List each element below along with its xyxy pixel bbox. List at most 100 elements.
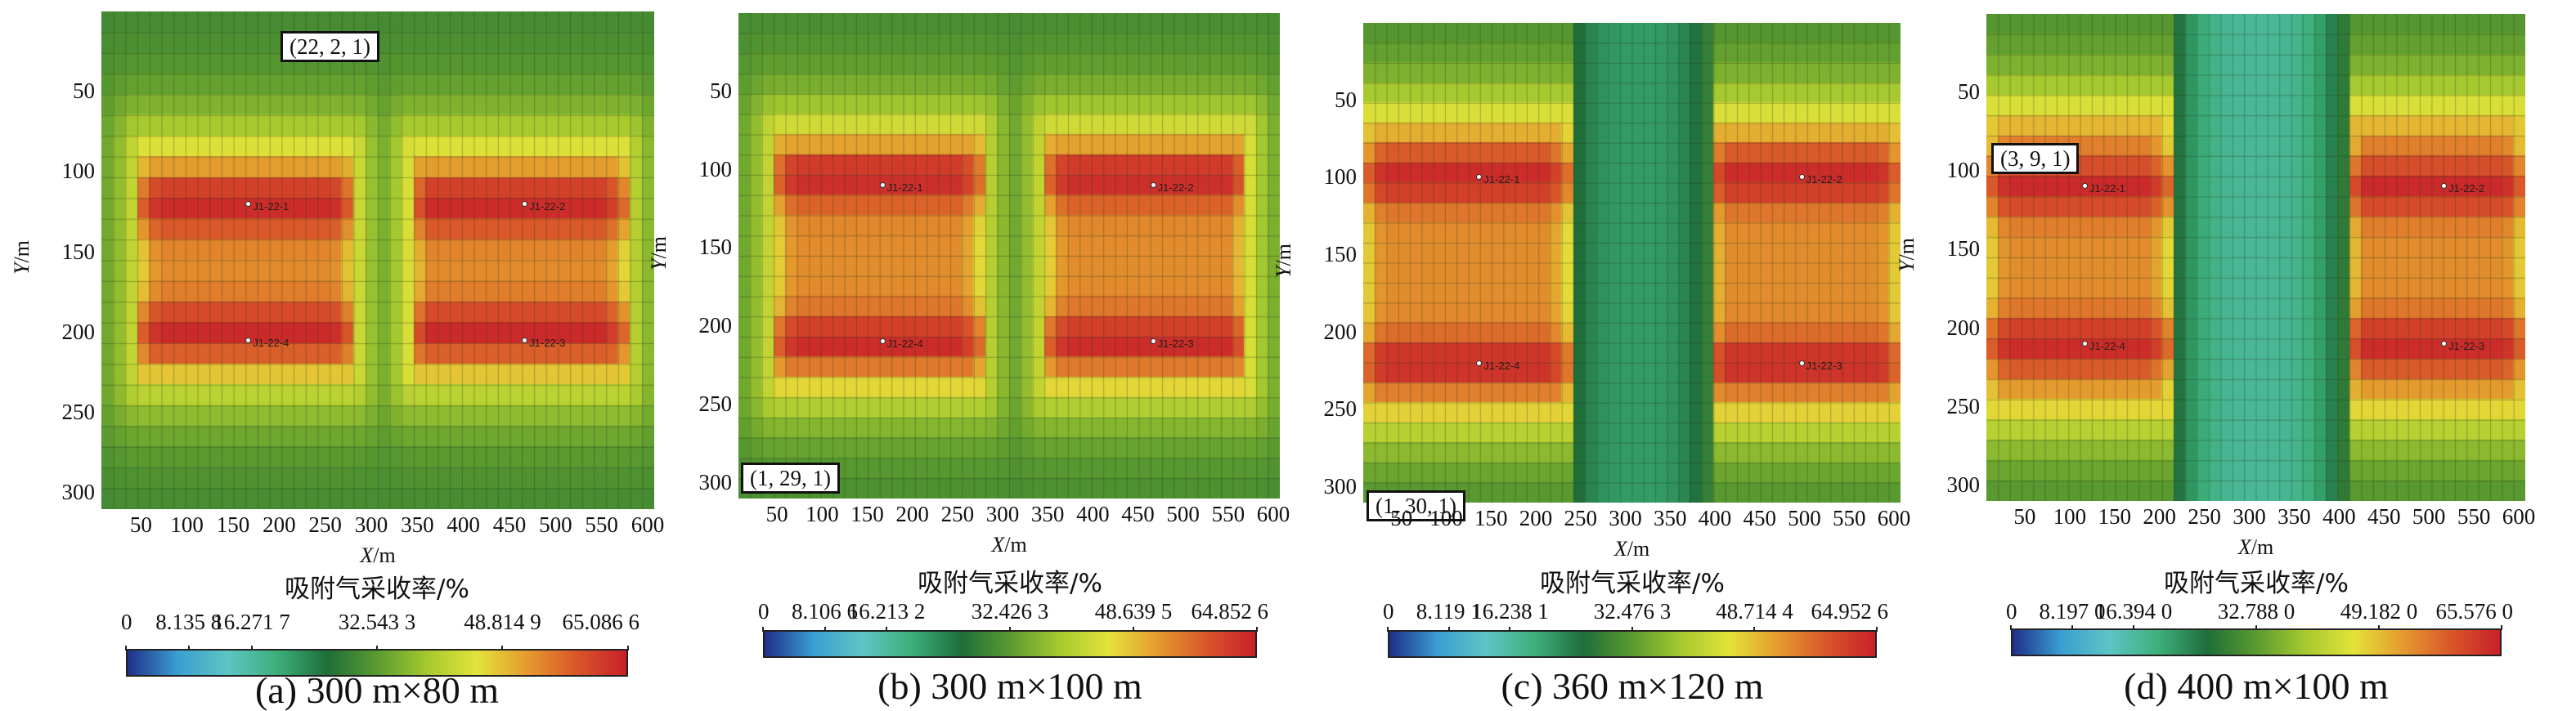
y-tick-label: 300 (61, 480, 96, 505)
colorbar-tick-mark (2071, 625, 2073, 630)
well-label: J1-22-2 (1157, 181, 1194, 194)
well-label: J1-22-1 (886, 181, 923, 194)
well-label: J1-22-3 (1157, 338, 1194, 351)
colorbar-tick-label: 49.182 0 (2340, 599, 2418, 624)
well-marker: J1-22-3 (2441, 339, 2485, 352)
panel-caption: (a) 300 m×80 m (254, 669, 500, 711)
colorbar-tick-mark (1256, 627, 1258, 632)
colorbar-tick-label: 16.238 1 (1471, 599, 1549, 624)
y-tick-label: 100 (61, 159, 96, 184)
y-tick-label: 150 (698, 235, 733, 260)
x-tick-label: 500 (2412, 504, 2446, 529)
colorbar-tick-mark (627, 646, 629, 651)
y-tick-label: 200 (1323, 319, 1358, 344)
well-label: J1-22-1 (1483, 173, 1520, 186)
x-tick-label: 200 (2143, 504, 2176, 529)
cell-index-annotation: (3, 9, 1) (1991, 143, 2080, 174)
colorbar-tick-label: 0 (121, 610, 132, 634)
x-tick-label: 400 (1698, 506, 1732, 530)
x-tick-label: 150 (1474, 506, 1508, 530)
well-label: J1-22-3 (2448, 339, 2485, 352)
colorbar-tick-mark (2255, 625, 2257, 630)
well-marker: J1-22-1 (2081, 182, 2125, 195)
colorbar-tick-label: 0 (758, 599, 770, 624)
well-label: J1-22-4 (2089, 339, 2125, 352)
well-marker: J1-22-4 (245, 336, 289, 349)
x-tick-label: 200 (263, 512, 296, 537)
well-dot-icon (1150, 181, 1156, 188)
colorbar-tick-mark (824, 627, 826, 632)
well-label: J1-22-4 (1483, 359, 1520, 372)
colorbar-tick-label: 8.119 1 (1416, 599, 1482, 624)
well-label: J1-22-2 (529, 199, 566, 212)
colorbar-tick-mark (250, 646, 253, 651)
colorbar-tick-mark (2133, 625, 2134, 630)
x-tick-label: 100 (2053, 504, 2087, 529)
well-label: J1-22-1 (253, 199, 289, 212)
well-dot-icon (1476, 360, 1483, 366)
colorbar-tick-label: 0 (2006, 599, 2017, 624)
x-tick-label: 300 (2233, 504, 2266, 529)
y-tick-label: 250 (1323, 396, 1358, 422)
well-marker: J1-22-4 (1476, 360, 1519, 371)
x-tick-label: 400 (447, 512, 480, 537)
well-dot-icon (1798, 360, 1805, 366)
x-axis-unit: /m (2251, 535, 2274, 559)
well-dot-icon (1476, 174, 1483, 181)
colorbar-tick-mark (1753, 627, 1756, 632)
well-dot-icon (522, 337, 528, 343)
x-axis-label: X/m (329, 543, 427, 568)
x-axis-unit: /m (1627, 537, 1650, 561)
y-axis-label: Y/m (1272, 244, 1296, 278)
colorbar-tick-mark (1387, 627, 1389, 632)
y-axis-label: Y/m (1895, 238, 1919, 272)
x-tick-label: 550 (1211, 502, 1245, 526)
colorbar (1388, 630, 1877, 658)
y-axis-var: Y (9, 262, 34, 275)
x-tick-label: 100 (806, 502, 839, 526)
x-tick-label: 500 (1788, 506, 1821, 530)
x-tick-label: 450 (492, 512, 527, 537)
colorbar-tick-label: 32.788 0 (2217, 599, 2296, 624)
x-tick-label: 50 (129, 512, 152, 537)
x-tick-label: 550 (2457, 504, 2491, 529)
well-dot-icon (879, 181, 886, 188)
colorbar-tick-label: 8.106 6 (792, 599, 858, 624)
colorbar-tick-label: 48.714 4 (1716, 599, 1793, 624)
well-label: J1-22-4 (253, 336, 289, 349)
y-tick-label: 200 (61, 319, 96, 344)
well-dot-icon (245, 337, 252, 343)
x-tick-label: 600 (1256, 502, 1290, 526)
well-marker: J1-22-3 (1150, 338, 1194, 351)
x-axis-label: X/m (1583, 537, 1681, 561)
colorbar-tick-label: 48.639 5 (1094, 599, 1173, 624)
x-axis-unit: /m (373, 543, 396, 567)
well-marker: J1-22-2 (1150, 181, 1194, 194)
x-tick-label: 500 (539, 512, 572, 537)
y-axis-var: Y (1894, 260, 1919, 273)
colorbar-tick-mark (1876, 627, 1878, 632)
colorbar-tick-mark (187, 646, 190, 651)
well-label: J1-22-1 (2089, 182, 2125, 195)
well-marker: J1-22-2 (2441, 183, 2484, 194)
x-tick-label: 300 (985, 502, 1020, 526)
colorbar-tick-mark (1447, 627, 1450, 632)
heatmap-canvas (1363, 23, 1901, 503)
colorbar-tick-mark (1631, 627, 1633, 632)
well-marker: J1-22-1 (879, 181, 923, 194)
well-marker: J1-22-2 (522, 199, 566, 212)
y-tick-label: 250 (698, 391, 733, 417)
y-axis-unit: /m (1271, 243, 1295, 266)
y-tick-label: 50 (710, 78, 732, 103)
y-axis-unit: /m (646, 236, 671, 259)
x-tick-label: 100 (1429, 506, 1463, 530)
well-dot-icon (1150, 338, 1156, 345)
colorbar-tick-mark (376, 646, 378, 651)
well-label: J1-22-2 (2448, 182, 2485, 195)
y-axis-unit: /m (1894, 238, 1919, 261)
y-tick-label: 150 (1323, 242, 1358, 267)
well-marker: J1-22-1 (245, 199, 289, 212)
colorbar-tick-label: 32.476 3 (1593, 599, 1672, 624)
colorbar (763, 630, 1257, 658)
well-dot-icon (1798, 174, 1805, 181)
